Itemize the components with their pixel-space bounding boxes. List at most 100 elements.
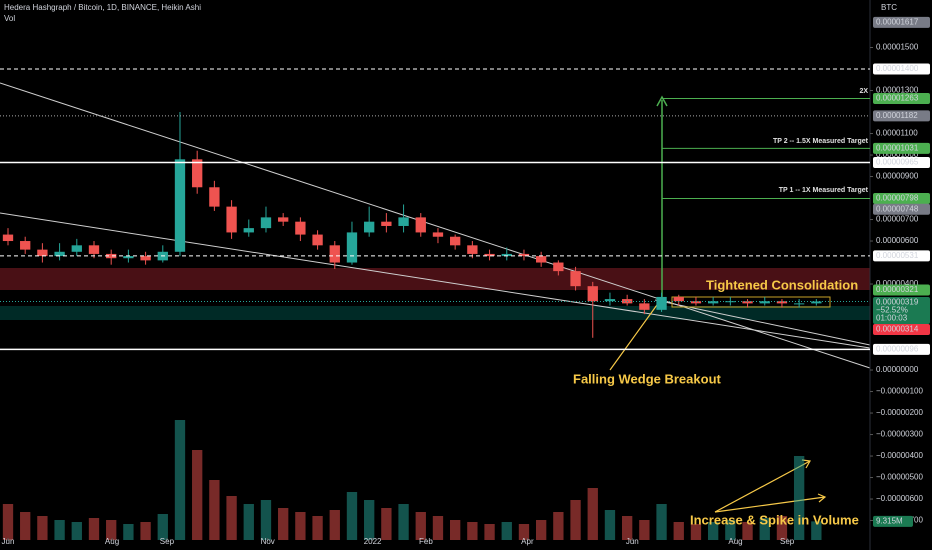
candle-body [329, 245, 340, 263]
volume-bar [432, 516, 444, 540]
candle-body [192, 159, 203, 188]
y-tick-label: −0.00000400 [876, 451, 923, 460]
price-level-label: 0.00001182 [876, 111, 918, 120]
price-level-label: 0.00001031 [876, 143, 919, 152]
volume-bar [690, 524, 702, 540]
volume-bar [37, 516, 48, 540]
target-arrow-head [656, 95, 668, 107]
price-level-box [873, 16, 930, 28]
volume-bar [707, 522, 719, 540]
volume-bar [415, 512, 426, 540]
volume-bar [776, 516, 788, 540]
candle-body [793, 303, 805, 305]
currency-label: BTC [881, 3, 897, 12]
volume-bar [106, 520, 117, 540]
y-tick-label: 0.00000900 [876, 172, 919, 181]
y-tick-label: 0.00001300 [876, 86, 919, 95]
price-level-label: 0.00000748 [876, 204, 919, 213]
volume-bar [725, 520, 736, 540]
x-tick-label: Jun [626, 537, 639, 546]
volume-bar [346, 492, 358, 540]
volume-arrow-head [817, 493, 827, 503]
candle-body [432, 232, 444, 237]
volume-bar [587, 488, 598, 540]
volume-bar [192, 450, 203, 540]
candle-body [811, 301, 822, 304]
candle-body [673, 296, 684, 302]
candle-body [278, 217, 289, 222]
annotation: Falling Wedge Breakout [573, 371, 722, 386]
price-level-label: 0.00000531 [876, 251, 919, 260]
x-tick-label: Jun [2, 537, 15, 546]
price-level-label: 0.00000321 [876, 285, 919, 294]
candle-body [484, 253, 495, 257]
candle-body [140, 256, 151, 261]
candle-body [707, 301, 719, 304]
x-tick-label: Aug [105, 537, 119, 546]
candle-body [364, 221, 375, 233]
candle-body [37, 249, 48, 257]
wedge-lower-line [0, 212, 871, 349]
volume-bar [123, 524, 134, 540]
candle-body [742, 301, 753, 304]
volume-bar [140, 522, 151, 540]
volume-bar [174, 420, 186, 540]
y-tick-label: −0.00000300 [876, 430, 923, 439]
volume-arrow-head [801, 459, 811, 469]
y-tick-label: 0.00000700 [876, 215, 919, 224]
last-price-box [873, 296, 930, 324]
volume-bar [226, 496, 237, 540]
candle-body [106, 253, 117, 259]
volume-bar [71, 522, 82, 540]
volume-bar [535, 520, 547, 540]
volume-bar [570, 500, 581, 540]
volume-bar [2, 504, 14, 540]
volume-arrow [714, 496, 826, 513]
consolidation-box [671, 296, 831, 308]
volume-bar [88, 518, 100, 540]
volume-bar [639, 520, 650, 540]
candle-body [123, 256, 134, 259]
volume-bar [811, 521, 822, 540]
candle-body [174, 159, 186, 252]
price-level-box [873, 157, 930, 169]
candle-body [346, 232, 358, 263]
candle-body [295, 221, 306, 235]
breakout-arrow [609, 297, 663, 371]
volume-bar [518, 524, 530, 540]
candle-body [570, 271, 581, 287]
volume-bar [553, 512, 564, 540]
x-tick-label: Aug [728, 537, 742, 546]
candle-body [398, 217, 409, 226]
candle-body [656, 296, 667, 310]
last-price-change: −52.52% [876, 306, 908, 315]
candle-body [639, 303, 650, 310]
price-level-box [873, 192, 930, 204]
candle-body [20, 241, 31, 250]
price-level-box [873, 110, 930, 122]
y-tick-label: −0.00000500 [876, 473, 923, 482]
price-level-box [873, 92, 930, 104]
price-level-box [873, 63, 930, 75]
annotation: 2X [859, 88, 868, 95]
volume-bar [793, 456, 805, 540]
candle-body [690, 301, 702, 304]
candle-body [725, 301, 736, 303]
candle-body [71, 245, 82, 252]
candle-body [415, 217, 426, 233]
x-tick-label: Nov [261, 537, 275, 546]
annotation: TP 1 -- 1X Measured Target [779, 187, 869, 194]
y-tick-label: −0.00000100 [876, 387, 923, 396]
candle-body [587, 286, 598, 302]
volume-bar [312, 516, 323, 540]
volume-bar [243, 504, 254, 540]
x-tick-label: Sep [780, 537, 795, 546]
y-tick-label: −0.00000600 [876, 494, 923, 503]
annotation: Tightened Consolidation [706, 277, 858, 292]
volume-bar [604, 510, 616, 540]
price-level-label: 0.00001617 [876, 17, 919, 26]
last-price-label: 0.00000319 [876, 298, 919, 307]
candle-body [553, 262, 564, 272]
x-tick-label: 2022 [364, 537, 382, 546]
